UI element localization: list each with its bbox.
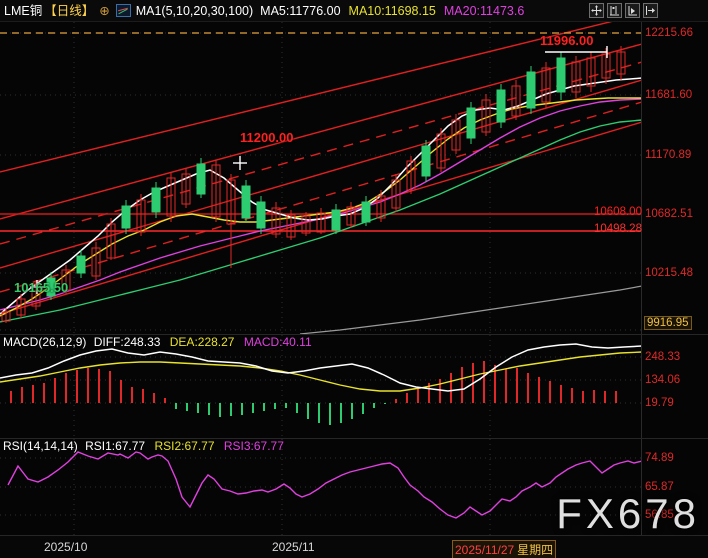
pan-tool-icon[interactable] — [589, 3, 604, 18]
mid-price-marker — [233, 156, 247, 170]
rsi-axis[interactable]: 74.89 65.87 56.85 — [641, 439, 708, 536]
date-tick: 2025/10 — [44, 540, 88, 554]
rsi-plot[interactable] — [0, 439, 643, 536]
price-axis-current: 9916.95 — [644, 316, 692, 330]
macd-axis-label: 134.06 — [645, 374, 681, 386]
ma-params-label: MA1(5,10,20,30,100) — [135, 3, 254, 18]
rsi-chart-svg — [0, 439, 643, 536]
current-date: 2025/11/27 — [455, 543, 515, 557]
ma20-value: MA20:11473.6 — [443, 3, 525, 18]
price-axis-label: 10215.48 — [645, 267, 693, 279]
crosshair-icon[interactable]: ⊕ — [99, 3, 110, 18]
ma10-value: MA10:11698.15 — [348, 3, 436, 18]
price-axis-label: 10682.51 — [645, 208, 693, 220]
chart-toolbar — [589, 3, 658, 18]
macd-panel[interactable]: MACD(26,12,9) DIFF:248.33 DEA:228.27 MAC… — [0, 334, 708, 439]
high-price-marker — [545, 46, 608, 58]
rsi-axis-label: 56.85 — [645, 509, 674, 521]
price-axis-label: 11170.89 — [645, 149, 692, 161]
price-plot[interactable]: 11996.00 11200.00 10165.50 10608.00 1049… — [0, 13, 643, 335]
low-price-marker — [30, 280, 44, 294]
rsi-header: RSI(14,14,14) RSI1:67.77 RSI2:67.77 RSI3… — [3, 440, 284, 453]
rsi-line — [7, 451, 643, 519]
rsi-axis-label: 74.89 — [645, 452, 674, 464]
level-label-10498: 10498.28 — [594, 223, 642, 235]
level-label-10608: 10608.00 — [594, 206, 642, 218]
price-axis-label: 11681.60 — [645, 89, 693, 101]
period-label[interactable]: 【日线】 — [44, 3, 95, 18]
macd-dea-line — [0, 351, 643, 392]
price-panel[interactable]: 11996.00 11200.00 10165.50 10608.00 1049… — [0, 13, 708, 335]
chart-header: LME铜 【日线】 ⊕ MA1(5,10,20,30,100) MA5:1177… — [0, 0, 708, 22]
macd-value: MACD:40.11 — [243, 335, 312, 349]
annotation-high: 11996.00 — [540, 33, 594, 48]
price-axis[interactable]: 12215.66 11681.60 11170.89 10682.51 1021… — [641, 22, 708, 334]
macd-axis-label: 248.33 — [645, 351, 681, 363]
date-axis[interactable]: 2025/10 2025/11 2025/11/27 星期四 — [0, 535, 708, 558]
symbol-label: LME铜 — [4, 3, 43, 18]
ma5-value: MA5:11776.00 — [260, 3, 341, 18]
price-chart-svg — [0, 13, 643, 335]
expand-right-icon[interactable] — [643, 3, 658, 18]
rsi-panel[interactable]: RSI(14,14,14) RSI1:67.77 RSI2:67.77 RSI3… — [0, 438, 708, 536]
candlestick-series — [1, 46, 626, 323]
macd-title: MACD(26,12,9) — [3, 335, 87, 349]
axis-shift-icon[interactable] — [625, 3, 640, 18]
rsi-title: RSI(14,14,14) — [3, 439, 78, 453]
macd-histogram-positive — [10, 361, 617, 403]
ma-indicator-icon[interactable] — [115, 4, 131, 17]
macd-axis-label: 19.79 — [645, 397, 674, 409]
rsi-axis-label: 65.87 — [645, 481, 674, 493]
annotation-mid: 11200.00 — [240, 130, 294, 145]
macd-diff: DIFF:248.33 — [93, 335, 161, 349]
current-date-label: 2025/11/27 星期四 — [452, 540, 557, 558]
rsi1-value: RSI1:67.77 — [85, 439, 146, 453]
current-weekday: 星期四 — [517, 543, 554, 557]
macd-histogram-negative — [175, 403, 386, 425]
rsi3-value: RSI3:67.77 — [223, 439, 284, 453]
macd-chart-svg — [0, 335, 643, 439]
axis-scale-icon[interactable] — [607, 3, 622, 18]
macd-axis[interactable]: 248.33 134.06 19.79 — [641, 335, 708, 439]
macd-dea: DEA:228.27 — [169, 335, 235, 349]
macd-diff-line — [0, 343, 643, 392]
price-axis-label: 12215.66 — [645, 27, 693, 39]
macd-plot[interactable] — [0, 335, 643, 439]
rsi2-value: RSI2:67.77 — [154, 439, 215, 453]
annotation-low: 10165.50 — [14, 280, 69, 295]
macd-header: MACD(26,12,9) DIFF:248.33 DEA:228.27 MAC… — [3, 336, 312, 349]
date-tick: 2025/11 — [272, 540, 315, 554]
watermark: FX678 — [556, 490, 700, 537]
